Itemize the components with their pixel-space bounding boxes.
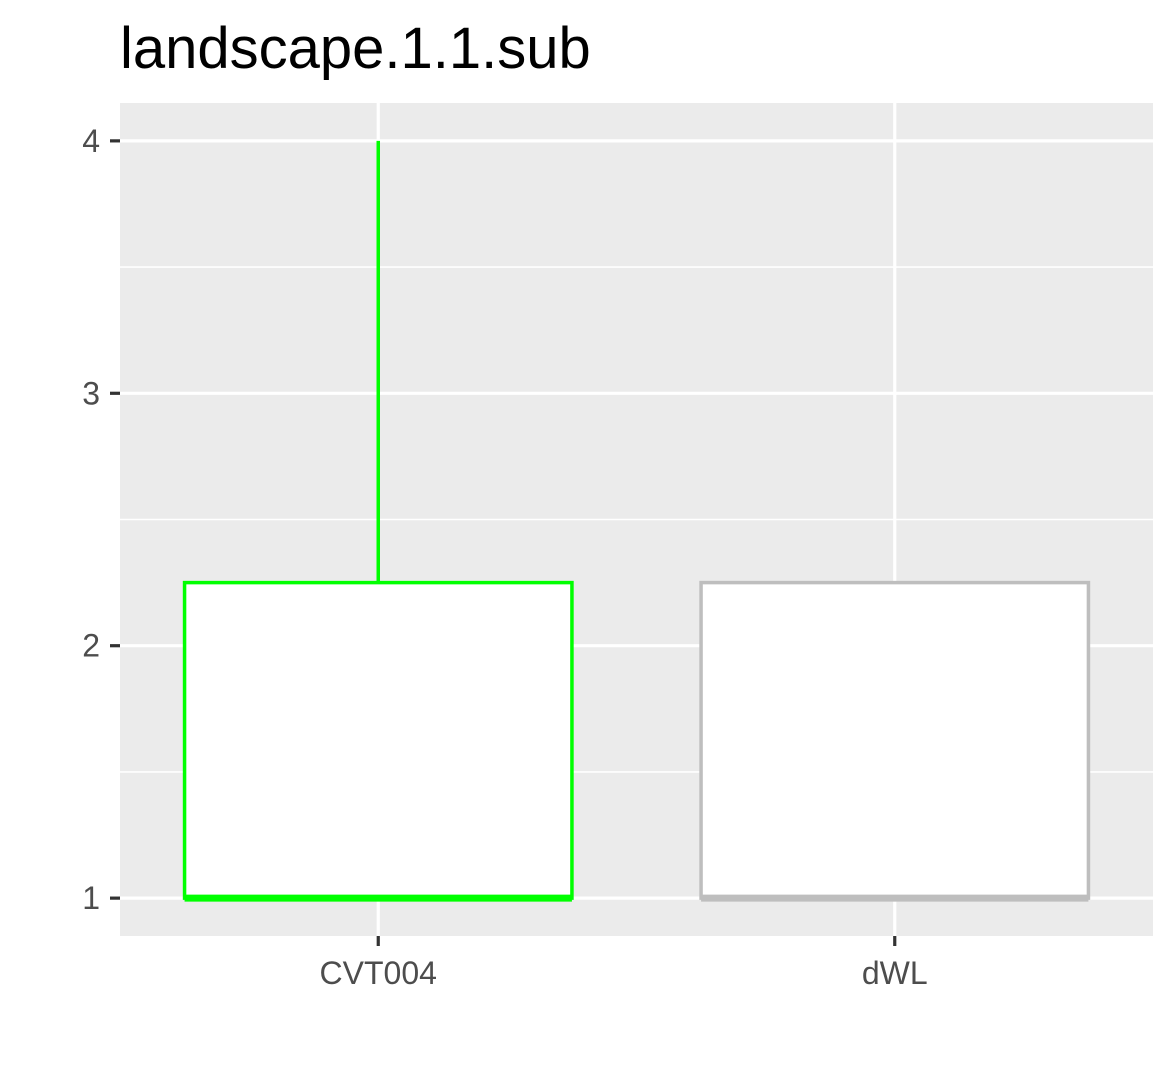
y-tick-label: 1	[82, 880, 100, 916]
box-cvt004	[182, 140, 574, 902]
box-body	[182, 580, 574, 900]
box-dwl	[699, 580, 1091, 902]
x-axis: CVT004 dWL	[320, 936, 928, 991]
box-body	[699, 580, 1091, 900]
y-tick-label: 3	[82, 375, 100, 411]
x-tick-label: CVT004	[320, 955, 437, 991]
y-axis: 1 2 3 4	[82, 123, 120, 916]
y-tick-label: 4	[82, 123, 100, 159]
y-tick-label: 2	[82, 628, 100, 664]
box-series	[182, 140, 1091, 902]
x-tick-label: dWL	[862, 955, 928, 991]
chart-title: landscape.1.1.sub	[120, 16, 591, 81]
